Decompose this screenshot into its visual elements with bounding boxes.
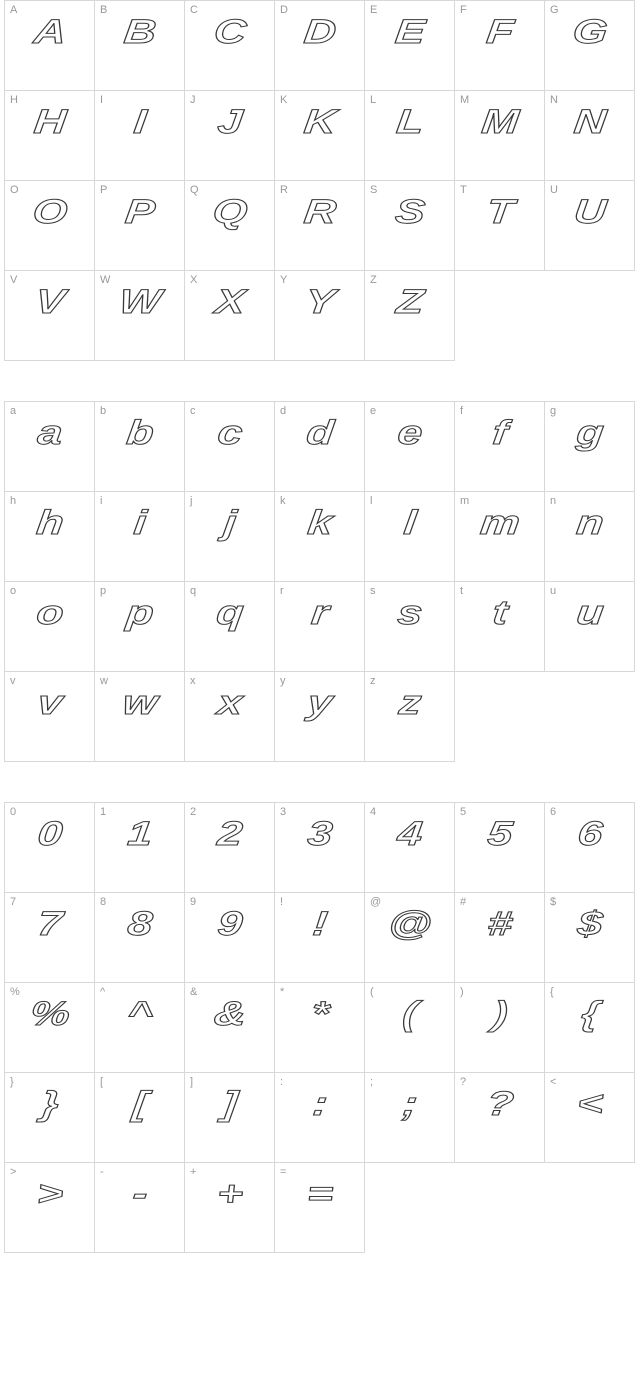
glyph-preview: z	[350, 686, 469, 720]
glyph-preview: <	[530, 1087, 640, 1121]
glyph-grid: AABBCCDDEEFFGGHHIIJJKKLLMMNNOOPPQQRRSSTT…	[4, 0, 635, 361]
glyph-preview: u	[530, 596, 640, 630]
glyph-preview: =	[260, 1177, 379, 1211]
glyph-cell: NN	[545, 91, 635, 181]
glyph-cell: $$	[545, 893, 635, 983]
glyph-preview: n	[530, 506, 640, 540]
glyph-cell: nn	[545, 492, 635, 582]
glyph-preview: $	[530, 907, 640, 941]
glyph-cell: UU	[545, 181, 635, 271]
glyph-preview: Z	[350, 285, 469, 319]
section-uppercase: AABBCCDDEEFFGGHHIIJJKKLLMMNNOOPPQQRRSSTT…	[0, 0, 640, 361]
section-lowercase: aabbccddeeffgghhiijjkkllmmnnooppqqrrsstt…	[0, 401, 640, 762]
glyph-cell: <<	[545, 1073, 635, 1163]
glyph-cell: gg	[545, 402, 635, 492]
glyph-cell: ==	[275, 1163, 365, 1253]
glyph-preview: {	[530, 997, 640, 1031]
glyph-preview: g	[530, 416, 640, 450]
glyph-cell: {{	[545, 983, 635, 1073]
glyph-preview: U	[530, 195, 640, 229]
glyph-preview: G	[530, 15, 640, 49]
glyph-cell: 66	[545, 803, 635, 893]
character-map: AABBCCDDEEFFGGHHIIJJKKLLMMNNOOPPQQRRSSTT…	[0, 0, 640, 1253]
section-numbers-symbols: 00112233445566778899!!@@##$$%%^^&&**(())…	[0, 802, 640, 1253]
glyph-cell: GG	[545, 1, 635, 91]
glyph-cell: zz	[365, 672, 455, 762]
glyph-preview: N	[530, 105, 640, 139]
glyph-preview: 6	[530, 817, 640, 851]
glyph-grid: aabbccddeeffgghhiijjkkllmmnnooppqqrrsstt…	[4, 401, 635, 762]
glyph-grid: 00112233445566778899!!@@##$$%%^^&&**(())…	[4, 802, 635, 1253]
glyph-cell: uu	[545, 582, 635, 672]
glyph-cell: ZZ	[365, 271, 455, 361]
